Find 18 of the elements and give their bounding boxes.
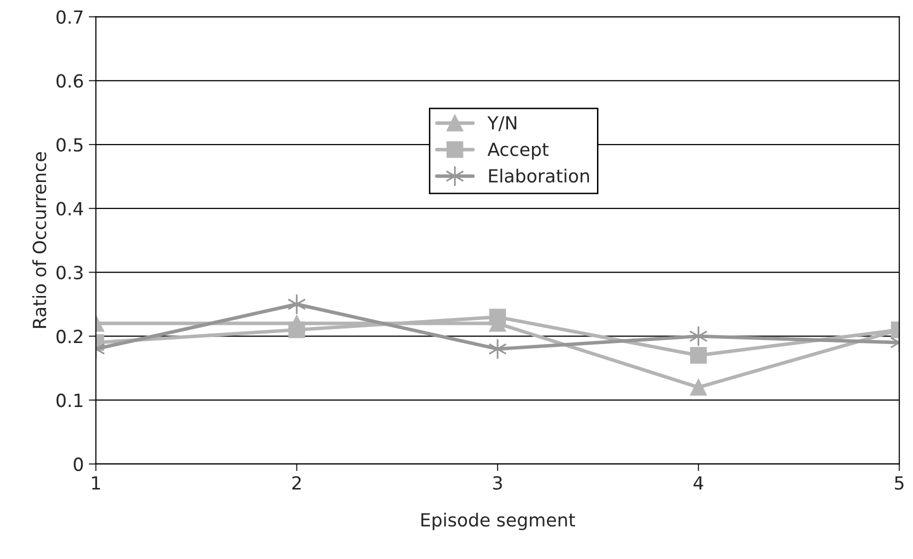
y-tick-label: 0.2 bbox=[56, 330, 82, 344]
x-tick-label: 2 bbox=[292, 476, 301, 490]
y-axis-title: Ratio of Occurrence bbox=[32, 152, 46, 328]
y-tick-label: 0.1 bbox=[56, 394, 82, 408]
y-tick-label: 0.5 bbox=[56, 138, 82, 152]
x-tick-label: 5 bbox=[894, 476, 904, 490]
legend-label: Accept bbox=[488, 142, 548, 160]
y-tick-label: 0 bbox=[74, 457, 83, 472]
legend-label: Y/N bbox=[487, 116, 516, 132]
x-axis-title: Episode segment bbox=[421, 512, 576, 530]
x-tick-label: 3 bbox=[493, 476, 502, 490]
y-tick-label: 0.4 bbox=[56, 202, 84, 216]
y-tick-label: 0.7 bbox=[56, 10, 83, 24]
x-tick-label: 4 bbox=[694, 476, 704, 490]
legend-label: Elaboration bbox=[489, 168, 589, 183]
y-tick-label: 0.3 bbox=[56, 266, 83, 280]
y-tick-label: 0.6 bbox=[56, 74, 83, 88]
x-tick-label: 1 bbox=[92, 476, 100, 490]
